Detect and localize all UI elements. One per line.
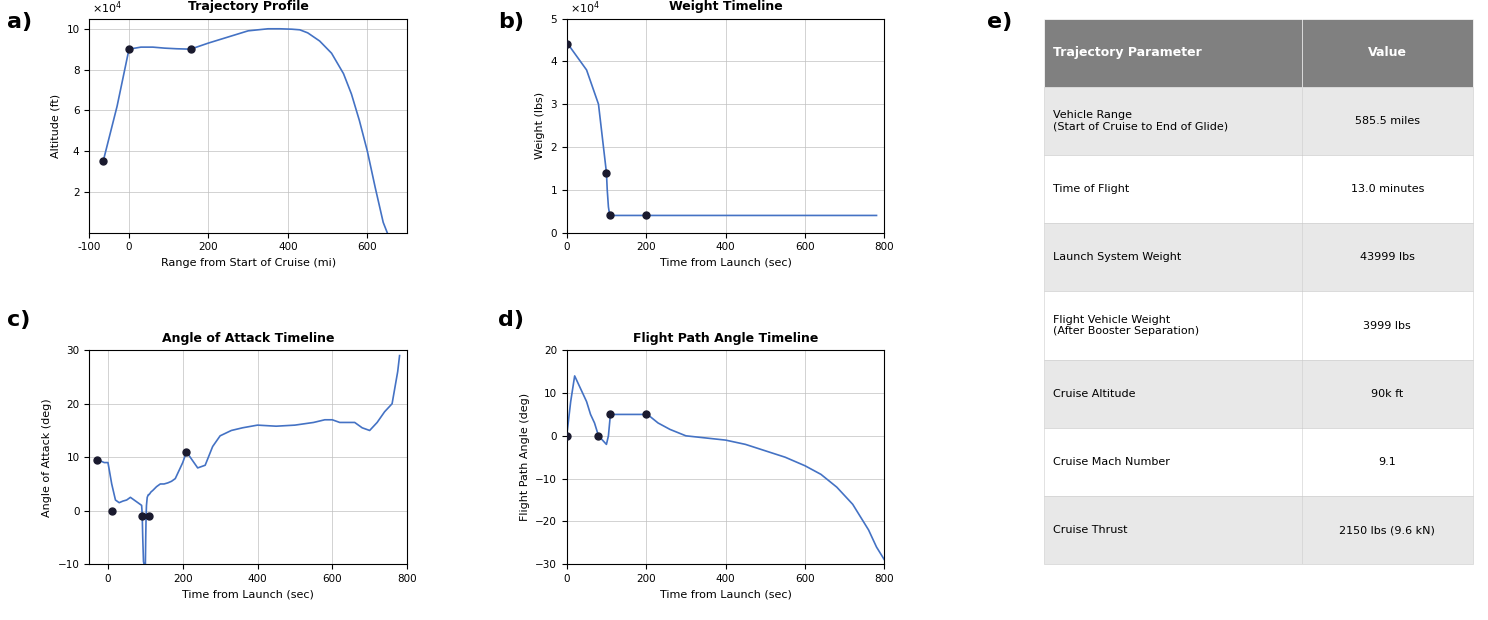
Text: Vehicle Range
(Start of Cruise to End of Glide): Vehicle Range (Start of Cruise to End of…: [1052, 110, 1228, 131]
Text: 9.1: 9.1: [1378, 457, 1396, 467]
Text: Cruise Mach Number: Cruise Mach Number: [1052, 457, 1170, 467]
Y-axis label: Angle of Attack (deg): Angle of Attack (deg): [42, 398, 52, 516]
Text: $\times10^4$: $\times10^4$: [570, 0, 600, 17]
Text: Launch System Weight: Launch System Weight: [1052, 252, 1181, 262]
Bar: [1045, 19, 1473, 87]
X-axis label: Time from Launch (sec): Time from Launch (sec): [659, 590, 792, 600]
Text: $\times10^4$: $\times10^4$: [92, 0, 122, 17]
Title: Flight Path Angle Timeline: Flight Path Angle Timeline: [632, 332, 818, 345]
Text: Time of Flight: Time of Flight: [1052, 184, 1129, 194]
Text: Flight Vehicle Weight
(After Booster Separation): Flight Vehicle Weight (After Booster Sep…: [1052, 315, 1199, 336]
Text: Value: Value: [1367, 46, 1406, 59]
Text: 3999 lbs: 3999 lbs: [1363, 321, 1411, 330]
Bar: [1045, 428, 1473, 496]
Text: 2150 lbs (9.6 kN): 2150 lbs (9.6 kN): [1339, 525, 1436, 535]
Text: a): a): [7, 12, 33, 32]
X-axis label: Time from Launch (sec): Time from Launch (sec): [182, 590, 314, 600]
Bar: [1045, 291, 1473, 360]
Text: 43999 lbs: 43999 lbs: [1360, 252, 1415, 262]
Text: e): e): [987, 12, 1012, 32]
Text: 585.5 miles: 585.5 miles: [1356, 116, 1420, 126]
Text: 90k ft: 90k ft: [1372, 389, 1403, 399]
X-axis label: Time from Launch (sec): Time from Launch (sec): [659, 258, 792, 268]
Text: 13.0 minutes: 13.0 minutes: [1351, 184, 1424, 194]
Text: Cruise Altitude: Cruise Altitude: [1052, 389, 1135, 399]
Bar: [1045, 223, 1473, 291]
Title: Weight Timeline: Weight Timeline: [668, 0, 783, 13]
Y-axis label: Altitude (ft): Altitude (ft): [51, 94, 61, 157]
Text: d): d): [498, 310, 524, 330]
X-axis label: Range from Start of Cruise (mi): Range from Start of Cruise (mi): [161, 258, 336, 268]
Title: Angle of Attack Timeline: Angle of Attack Timeline: [162, 332, 335, 345]
Title: Trajectory Profile: Trajectory Profile: [187, 0, 308, 13]
Bar: [1045, 360, 1473, 428]
Bar: [1045, 87, 1473, 155]
Y-axis label: Weight (lbs): Weight (lbs): [534, 92, 545, 159]
Text: b): b): [498, 12, 524, 32]
Text: Cruise Thrust: Cruise Thrust: [1052, 525, 1128, 535]
Text: c): c): [7, 310, 31, 330]
Bar: [1045, 155, 1473, 223]
Bar: [1045, 496, 1473, 564]
Y-axis label: Flight Path Angle (deg): Flight Path Angle (deg): [519, 393, 530, 521]
Text: Trajectory Parameter: Trajectory Parameter: [1052, 46, 1201, 59]
